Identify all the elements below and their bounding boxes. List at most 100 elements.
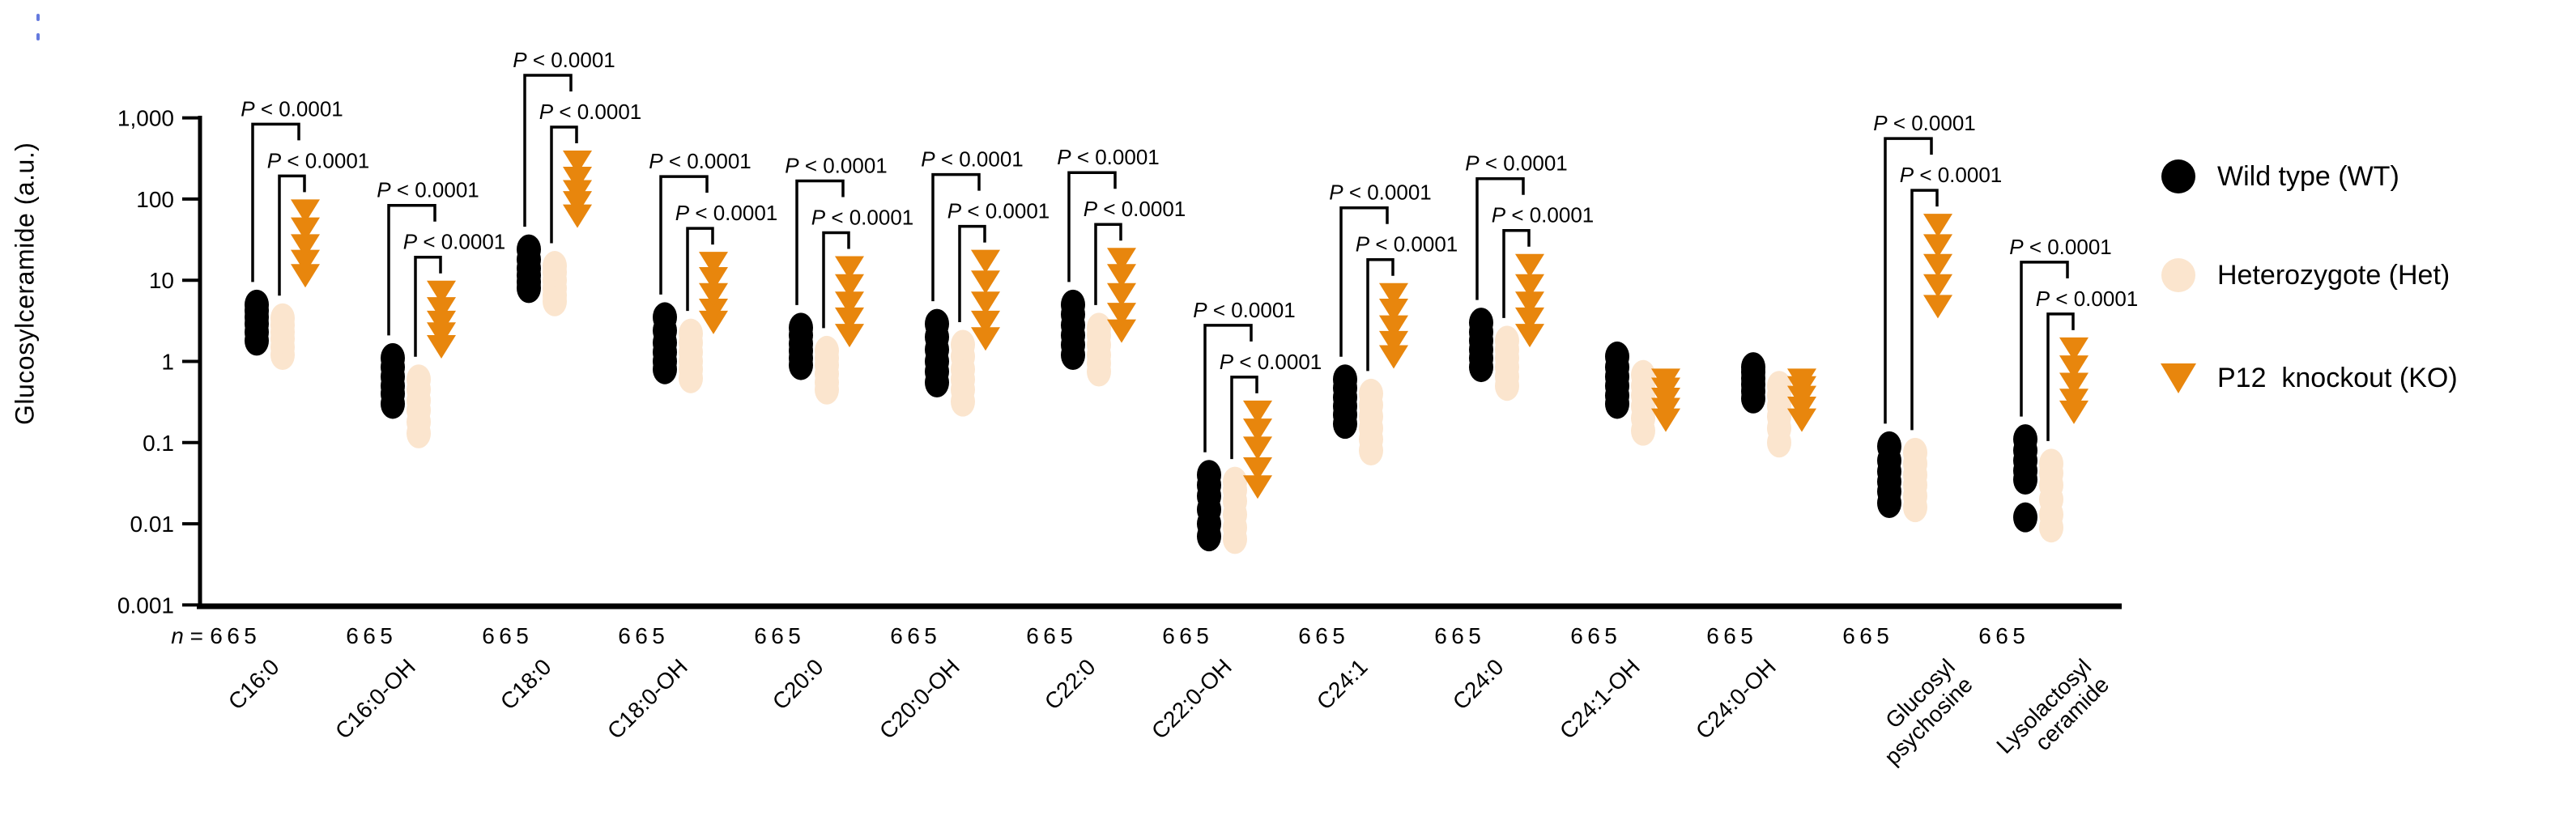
data-point-wt [517,234,541,265]
heterozygote-circle-icon [2161,258,2196,292]
sig-label-inner: P < 0.0001 [1356,232,1458,257]
data-point-ko [1923,234,1952,258]
n-count: 6 [346,623,359,648]
sig-bracket-outer [1339,206,1389,357]
n-count: 5 [1468,623,1481,648]
data-point-het [679,318,703,349]
data-point-ko [971,270,1000,295]
data-point-het [1359,378,1383,409]
n-count: 6 [363,623,376,648]
sig-bracket-inner [414,255,442,357]
sig-bracket-outer [2020,261,2069,417]
data-point-ko [835,256,864,280]
data-point-ko [1651,368,1680,393]
sig-bracket-inner [2046,312,2075,441]
sig-bracket-outer [387,203,436,336]
data-point-het [543,251,567,282]
n-count: 5 [1740,623,1753,648]
sig-label-outer: P < 0.0001 [1057,145,1160,169]
data-point-ko [563,166,592,190]
data-point-ko [1107,282,1136,307]
data-point-ko [1243,436,1272,461]
n-count: 5 [1876,623,1889,648]
data-point-ko [291,264,320,288]
category-group-C24:1-OH: 665 [1570,341,1680,648]
data-point-ko [1107,303,1136,327]
data-point-ko [1379,345,1408,369]
data-point-ko [1243,475,1272,499]
sig-bracket-inner [1366,257,1394,372]
data-point-wt [2013,502,2037,533]
y-tick-label: 0.01 [130,512,175,537]
n-count: 5 [1060,623,1073,648]
data-point-wt [1061,289,1085,320]
data-point-het [1223,466,1247,497]
data-point-ko [1515,253,1544,278]
n-count: 5 [924,623,937,648]
sig-label-inner: P < 0.0001 [403,230,506,254]
data-point-ko [699,252,728,276]
data-point-ko [291,249,320,274]
sig-label-inner: P < 0.0001 [539,100,642,124]
n-count: 5 [1604,623,1617,648]
data-point-ko [1243,418,1272,443]
n-count: 6 [1179,623,1192,648]
data-point-ko [1515,291,1544,316]
data-point-ko [291,234,320,258]
legend-item-wild-type: Wild type (WT) [2161,144,2399,209]
data-point-wt [1333,364,1357,395]
n-count: 6 [618,623,631,648]
data-point-ko [291,199,320,223]
sig-label-outer: P < 0.0001 [1465,151,1568,176]
sig-label-outer: P < 0.0001 [1329,181,1432,205]
data-point-ko [699,298,728,322]
n-count: 6 [1162,623,1175,648]
n-count: 6 [1587,623,1600,648]
sig-bracket-outer [659,175,709,295]
y-tick-label: 10 [149,268,174,293]
n-count: 6 [1315,623,1328,648]
n-count: 6 [1298,623,1311,648]
n-count: 5 [380,623,393,648]
n-count: 6 [771,623,784,648]
sig-label-inner: P < 0.0001 [1900,163,2003,187]
data-point-wt [1197,460,1221,491]
data-point-ko [427,335,456,359]
data-point-ko [1515,307,1544,331]
n-count: 6 [1859,623,1872,648]
data-point-ko [971,310,1000,334]
sig-label-outer: P < 0.0001 [513,48,615,72]
legend-label-heterozygote: Heterozygote (Het) [2217,259,2450,291]
data-point-ko [1923,253,1952,278]
data-point-het [270,303,295,333]
n-count: 6 [499,623,512,648]
n-count: 6 [754,623,767,648]
legend-label-wild-type: Wild type (WT) [2217,160,2399,192]
data-point-ko [427,280,456,304]
sig-bracket-outer [523,74,573,227]
data-point-ko [699,267,728,291]
n-count: 6 [635,623,648,648]
data-point-ko [1787,408,1816,432]
n-count: 6 [482,623,495,648]
data-point-ko [835,324,864,348]
data-point-ko [2059,337,2088,361]
sig-bracket-outer [931,172,981,302]
sig-label-outer: P < 0.0001 [785,154,888,178]
data-point-wt [381,342,405,373]
sig-label-inner: P < 0.0001 [947,199,1050,223]
n-count: 5 [788,623,801,648]
data-point-ko [1923,274,1952,298]
n-count: 6 [1706,623,1719,648]
data-point-ko [1515,274,1544,298]
data-point-ko [835,307,864,331]
legend-item-knockout: P12 knockout (KO) [2161,346,2458,410]
data-point-ko [1379,315,1408,339]
data-point-wt [1877,431,1901,461]
n-count: 6 [1043,623,1056,648]
n-count: 5 [244,623,257,648]
